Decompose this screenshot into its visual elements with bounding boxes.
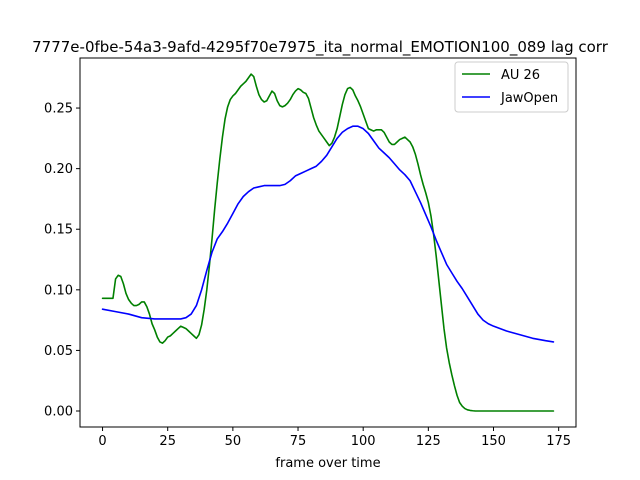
legend-label-au26: AU 26	[501, 68, 540, 83]
y-tick-label: 0.25	[44, 102, 73, 117]
plot-frame	[79, 57, 577, 428]
x-tick-label: 75	[290, 434, 307, 449]
x-tick-label: 125	[416, 434, 441, 449]
x-axis-label: frame over time	[275, 456, 380, 471]
x-tick-label: 25	[159, 434, 176, 449]
x-tick-label: 175	[546, 434, 571, 449]
x-tick-label: 100	[351, 434, 376, 449]
legend: AU 26 JawOpen	[454, 61, 569, 113]
y-axis-ticks: 0.00 0.05 0.10 0.15 0.20 0.25	[44, 102, 80, 420]
x-tick-label: 50	[225, 434, 242, 449]
y-tick-label: 0.00	[44, 405, 73, 420]
y-tick-label: 0.05	[44, 344, 73, 359]
y-tick-label: 0.15	[44, 223, 73, 238]
chart-title: 7777e-0fbe-54a3-9afd-4295f70e7975_ita_no…	[32, 38, 609, 57]
x-axis-ticks: 0 25 50 75 100 125 150 175	[98, 427, 571, 449]
series-layer	[101, 73, 555, 412]
y-tick-label: 0.10	[44, 283, 73, 298]
x-tick-label: 150	[481, 434, 506, 449]
x-tick-label: 0	[98, 434, 106, 449]
y-tick-label: 0.20	[44, 162, 73, 177]
legend-label-jawopen: JawOpen	[500, 91, 558, 106]
series-line-jawopen	[101, 125, 555, 343]
